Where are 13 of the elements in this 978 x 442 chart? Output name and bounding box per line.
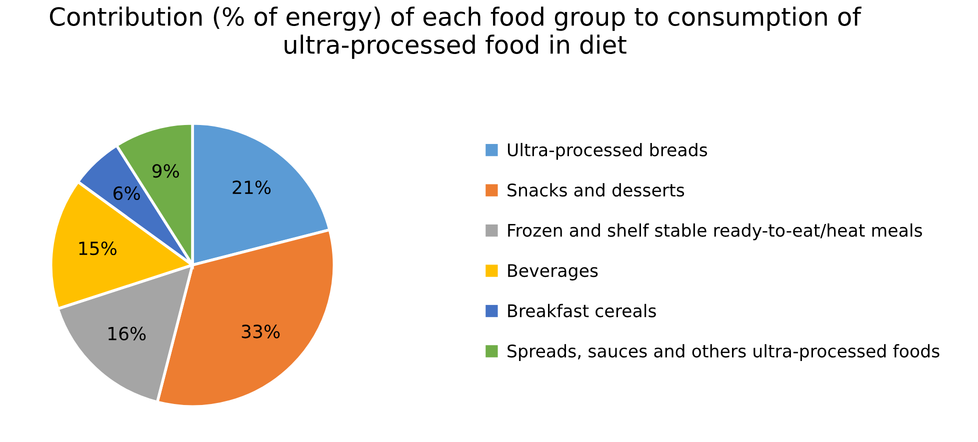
chart-title: Contribution (% of energy) of each food group to consumption of ultra-processed food in diet — [50, 6, 862, 59]
legend-label: Breakfast cereals — [508, 304, 656, 318]
data-label: 6% — [114, 186, 140, 200]
legend-label: Frozen and shelf stable ready-to-eat/heat meals — [508, 223, 922, 240]
legend-label: Snacks and desserts — [508, 183, 684, 197]
data-label: 15% — [79, 242, 116, 256]
data-label: 9% — [152, 164, 179, 178]
legend-label: Beverages — [508, 264, 598, 280]
legend-label: Spreads, sauces and others ultra-processed foods — [508, 344, 940, 361]
data-label: 16% — [108, 326, 146, 340]
data-label: 21% — [232, 180, 271, 194]
data-label: 33% — [242, 324, 280, 338]
legend-label: Ultra-processed breads — [508, 142, 708, 160]
